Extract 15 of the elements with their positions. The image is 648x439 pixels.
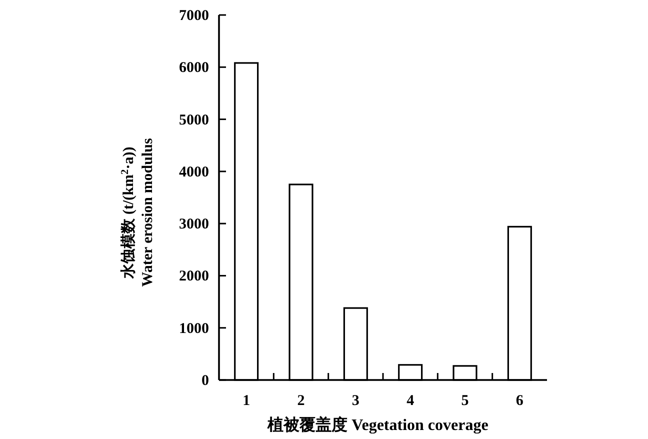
y-tick-label: 6000 <box>179 60 209 76</box>
y-tick-label: 7000 <box>179 8 209 24</box>
x-tick-label: 2 <box>297 393 305 409</box>
y-tick-label: 4000 <box>179 164 209 180</box>
y-tick-label: 3000 <box>179 216 209 233</box>
x-axis-title: 植被覆盖度 Vegetation coverage <box>266 415 488 434</box>
x-tick-label: 1 <box>242 393 250 409</box>
y-tick-label: 0 <box>202 373 209 389</box>
y-tick-label: 5000 <box>179 112 209 128</box>
x-tick-label: 5 <box>461 393 469 409</box>
x-tick-label: 6 <box>516 393 524 409</box>
y-tick-label: 1000 <box>179 320 209 337</box>
x-tick-label: 3 <box>352 393 360 409</box>
x-tick-label: 4 <box>406 393 415 409</box>
y-tick-label: 2000 <box>179 268 209 285</box>
